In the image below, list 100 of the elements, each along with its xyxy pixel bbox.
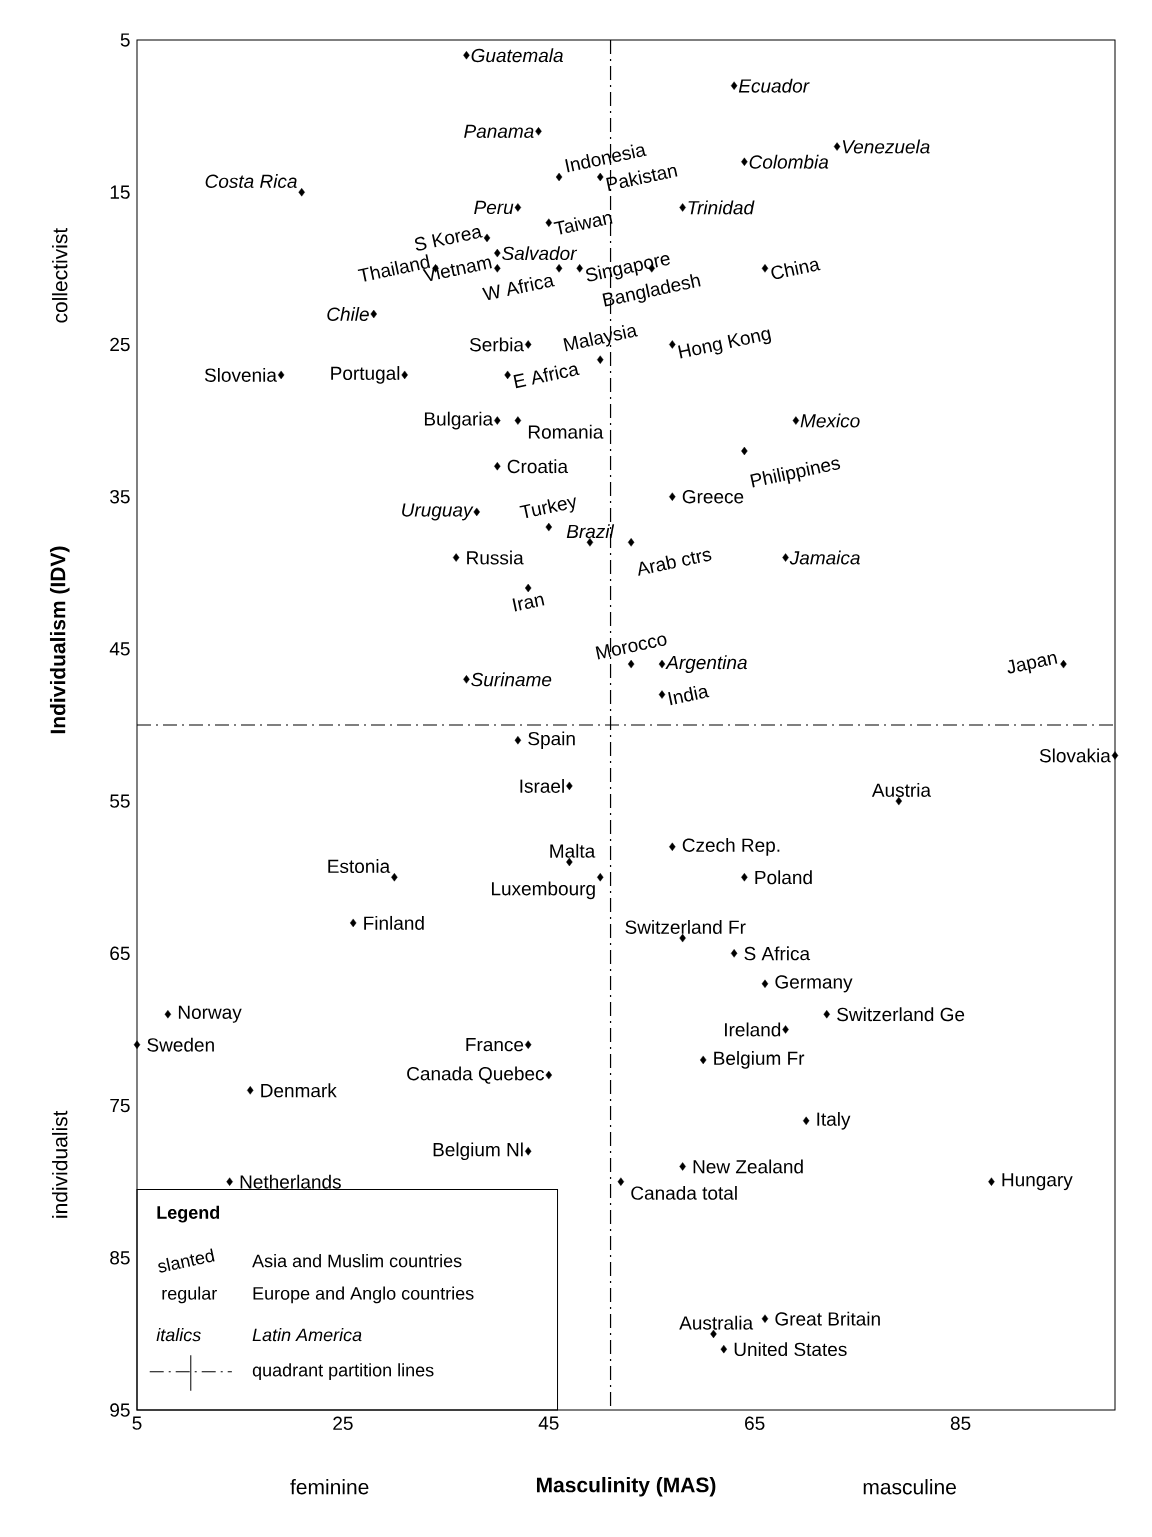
data-label: Australia bbox=[679, 1315, 754, 1330]
point bbox=[525, 583, 532, 593]
data-label: Norway bbox=[178, 1005, 242, 1023]
data-label: Malaysia bbox=[563, 325, 638, 352]
data-label: Malta bbox=[550, 843, 596, 858]
point bbox=[525, 1147, 532, 1156]
point bbox=[792, 416, 800, 425]
data-label: Peru bbox=[474, 200, 514, 215]
point bbox=[555, 264, 563, 273]
point bbox=[1111, 751, 1119, 760]
point bbox=[627, 659, 635, 669]
x-tick-label: 5 bbox=[132, 1416, 142, 1430]
data-label: Germany bbox=[775, 975, 853, 993]
data-label: Russia bbox=[467, 550, 524, 565]
y-tick-label: 75 bbox=[110, 1098, 130, 1113]
point bbox=[463, 675, 470, 684]
data-label: Hungary bbox=[1002, 1173, 1073, 1191]
x-tick-label: 85 bbox=[950, 1416, 971, 1430]
annotation: italics bbox=[156, 1328, 201, 1342]
point bbox=[782, 1025, 789, 1034]
point bbox=[597, 873, 604, 882]
data-label: Panama bbox=[464, 124, 534, 138]
point bbox=[669, 340, 676, 349]
data-label: Canada Quebec bbox=[407, 1066, 545, 1084]
data-label: Ireland bbox=[725, 1022, 781, 1037]
x-axis-title: Masculinity (MAS) bbox=[536, 1476, 716, 1497]
data-label: Belgium Fr bbox=[714, 1051, 805, 1069]
data-label: Great Britain bbox=[775, 1311, 880, 1326]
data-label: Venezuela bbox=[842, 139, 930, 154]
data-label: Salvador bbox=[502, 246, 578, 261]
point bbox=[391, 873, 398, 882]
point bbox=[627, 538, 635, 547]
x-tick-label: 45 bbox=[538, 1416, 559, 1430]
data-label: Spain bbox=[528, 731, 575, 750]
data-label: Finland bbox=[364, 915, 424, 930]
point bbox=[545, 218, 552, 227]
data-label: Bulgaria bbox=[424, 411, 494, 430]
data-label: Chile bbox=[327, 307, 369, 321]
point bbox=[247, 1086, 254, 1095]
point bbox=[483, 233, 491, 243]
point bbox=[741, 873, 748, 882]
point bbox=[133, 1040, 141, 1049]
point bbox=[1060, 659, 1067, 669]
point bbox=[700, 1055, 707, 1065]
data-label: Estonia bbox=[328, 859, 391, 874]
data-label: Poland bbox=[755, 870, 812, 885]
data-label: Italy bbox=[817, 1111, 851, 1130]
point bbox=[277, 370, 285, 380]
point bbox=[504, 370, 511, 380]
data-label: France bbox=[466, 1038, 524, 1052]
data-label: Czech Rep. bbox=[682, 837, 780, 856]
data-label: Mexico bbox=[800, 413, 860, 428]
data-label: S Korea bbox=[414, 228, 483, 251]
annotation: Asia and Muslim countries bbox=[252, 1254, 462, 1268]
y-tick-label: 35 bbox=[110, 489, 130, 504]
point bbox=[226, 1177, 233, 1186]
x-tick-label: 25 bbox=[333, 1416, 353, 1430]
data-label: E Africa bbox=[513, 365, 580, 389]
point bbox=[535, 127, 542, 136]
annotation: quadrant partition lines bbox=[252, 1363, 434, 1381]
y-tick-label: 5 bbox=[120, 33, 130, 47]
y-tick-label: 85 bbox=[110, 1251, 130, 1265]
data-label: Slovakia bbox=[1039, 748, 1111, 763]
data-label: Japan bbox=[1007, 654, 1058, 674]
point bbox=[298, 188, 305, 197]
point bbox=[545, 522, 552, 532]
data-label: S Africa bbox=[744, 946, 811, 961]
data-label: Israel bbox=[520, 778, 564, 793]
data-label: Colombia bbox=[749, 154, 829, 169]
data-label: Ecuador bbox=[738, 78, 810, 93]
point bbox=[566, 781, 573, 791]
data-label: Denmark bbox=[261, 1083, 337, 1098]
point bbox=[164, 1010, 172, 1019]
point bbox=[452, 553, 460, 562]
point bbox=[895, 796, 903, 806]
data-label: India bbox=[668, 685, 710, 706]
point bbox=[730, 949, 738, 958]
data-label: New Zealand bbox=[693, 1159, 803, 1174]
point bbox=[525, 1040, 532, 1049]
point bbox=[463, 51, 470, 60]
annotation: regular bbox=[162, 1286, 217, 1304]
y-tick-label: 55 bbox=[110, 794, 130, 808]
point bbox=[679, 1162, 686, 1171]
data-label: Austria bbox=[871, 782, 932, 797]
point bbox=[669, 492, 676, 501]
point bbox=[679, 933, 686, 943]
data-label: Jamaica bbox=[789, 550, 860, 565]
y-tick-label: 65 bbox=[110, 946, 130, 961]
point bbox=[658, 690, 666, 699]
data-label: Sweden bbox=[147, 1037, 214, 1052]
point bbox=[597, 355, 604, 364]
point bbox=[494, 264, 501, 273]
point bbox=[833, 142, 841, 151]
point bbox=[730, 81, 738, 90]
data-label: Morocco bbox=[595, 635, 667, 660]
point bbox=[761, 264, 769, 273]
point bbox=[710, 1329, 717, 1339]
annotation: Europe and Anglo countries bbox=[253, 1286, 474, 1304]
data-label: Romania bbox=[528, 424, 604, 439]
point bbox=[566, 857, 573, 867]
